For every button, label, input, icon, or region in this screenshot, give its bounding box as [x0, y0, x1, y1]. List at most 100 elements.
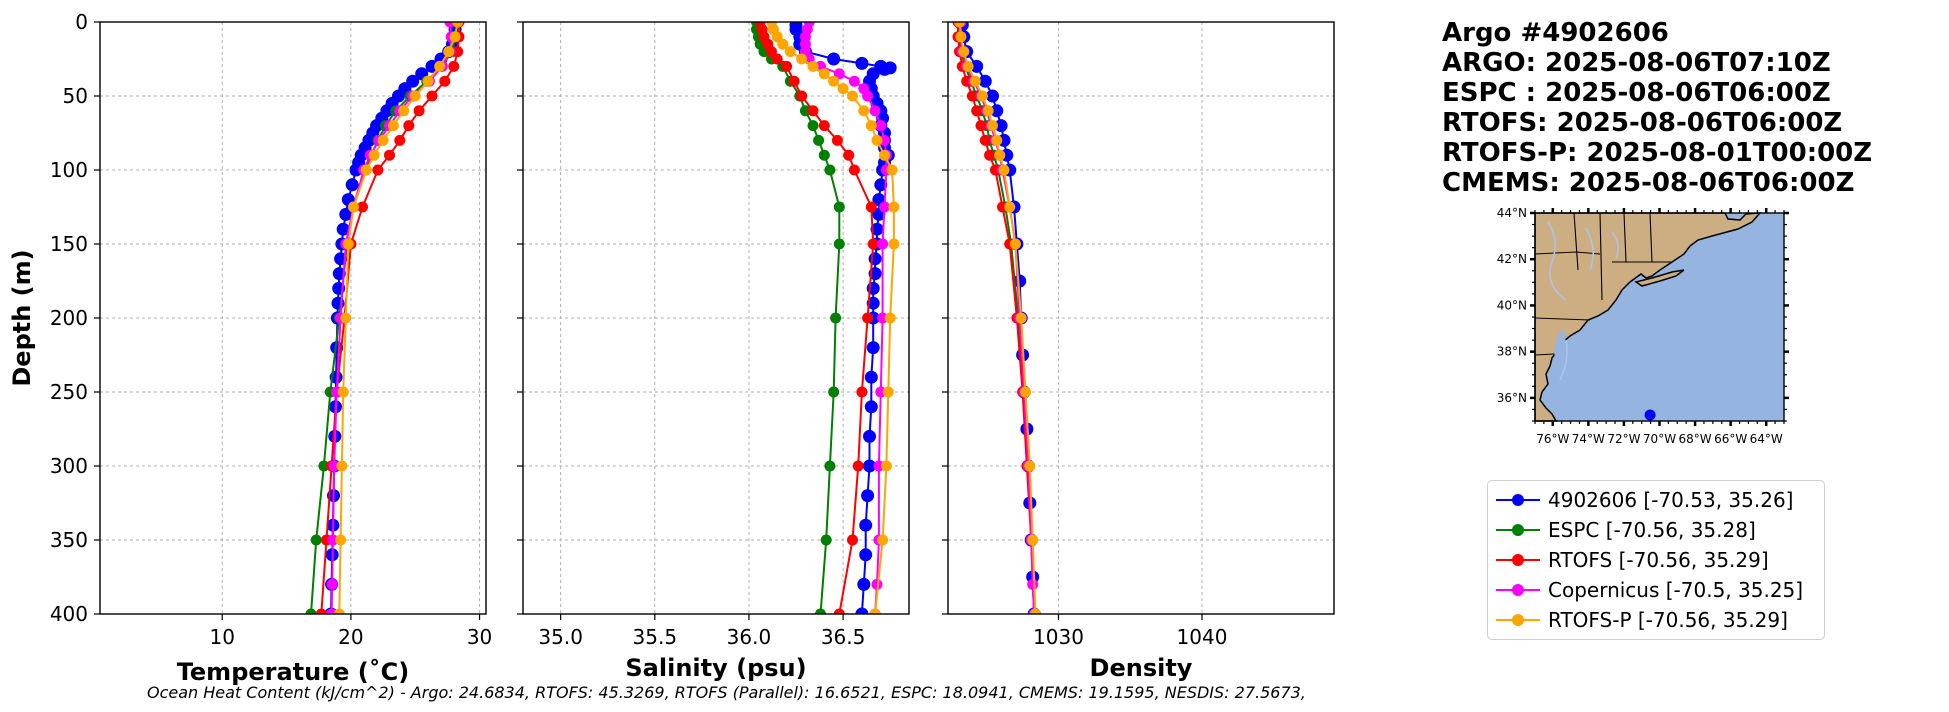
salinity-point-espc-17 [828, 386, 840, 398]
depth-ylabel: Depth (m) [8, 249, 36, 386]
salinity-series [751, 22, 900, 614]
temperature-point-rtofs-p-16 [335, 534, 347, 546]
float-location-marker [1644, 409, 1656, 421]
temperature-point-rtofs-4 [439, 75, 451, 87]
temperature-point-rtofs-p-4 [422, 75, 434, 87]
temperature-point-4902606-23 [339, 207, 353, 221]
legend: 4902606 [-70.53, 35.26] ESPC [-70.56, 35… [1487, 480, 1825, 640]
temperature-point-rtofs-8 [394, 134, 406, 146]
salinity-point-copernicus-22 [871, 578, 883, 590]
salinity-point-rtofs-9 [807, 105, 819, 117]
temperature-point-rtofs-p-1 [449, 31, 461, 43]
density-point-4902606-6 [990, 104, 1004, 118]
temperature-point-rtofs-11 [357, 201, 368, 213]
title-line-argo-time: ARGO: 2025-08-06T07:10Z [1442, 48, 1831, 78]
salinity-point-copernicus-16 [879, 201, 890, 213]
density-point-rtofs-p-7 [987, 120, 998, 132]
density-point-rtofs-p-10 [998, 164, 1010, 176]
salinity-point-rtofs-4 [766, 46, 777, 58]
depth-tick-label-2: 100 [50, 158, 88, 182]
salinity-point-rtofs-16 [862, 312, 874, 324]
legend-label-rtofs-p: RTOFS-P [-70.56, 35.29] [1548, 608, 1788, 632]
temperature-point-rtofs-p-5 [409, 90, 421, 102]
salinity-point-rtofs-p-14 [879, 149, 890, 161]
temperature-point-espc-16 [310, 534, 322, 546]
density-point-rtofs-p-15 [1024, 460, 1036, 472]
density-point-4902606-7 [994, 119, 1008, 133]
density-point-rtofs-9 [984, 149, 996, 161]
salinity-xtick-label-3: 36.5 [821, 625, 866, 649]
density-point-rtofs-p-0 [954, 22, 965, 28]
temperature-xtick-label-2: 30 [467, 625, 492, 649]
salinity-point-espc-9 [799, 105, 811, 117]
title-block: Argo #4902606 ARGO: 2025-08-06T07:10Z ES… [1442, 18, 1872, 198]
depth-tick-label-3: 150 [50, 232, 88, 256]
salinity-point-rtofs-p-18 [884, 312, 896, 324]
temperature-point-rtofs-p-0 [452, 22, 464, 28]
salinity-point-espc-11 [813, 134, 825, 146]
legend-item-rtofs-p: RTOFS-P [-70.56, 35.29] [1488, 605, 1824, 635]
salinity-point-rtofs-p-21 [877, 534, 889, 546]
map-lon-label-1: 74°W [1572, 432, 1605, 446]
density-point-rtofs-p-1 [955, 31, 967, 43]
map-lon-label-3: 70°W [1643, 432, 1676, 446]
density-ticks: 1030 1040 [942, 21, 1227, 649]
map-lon-label-6: 64°W [1750, 432, 1783, 446]
temperature-point-espc-17 [305, 608, 317, 614]
title-line-rtofs-time: RTOFS: 2025-08-06T06:00Z [1442, 108, 1843, 138]
salinity-point-espc-12 [818, 149, 830, 161]
salinity-point-rtofs-13 [848, 164, 860, 176]
salinity-point-espc-15 [833, 238, 845, 250]
temperature-point-rtofs-9 [384, 149, 395, 161]
salinity-point-rtofs-5 [771, 53, 783, 65]
salinity-point-rtofs-p-11 [858, 105, 870, 117]
density-point-rtofs-p-2 [958, 46, 970, 58]
temperature-series-rtofs-p [333, 22, 464, 614]
density-series [952, 22, 1041, 614]
salinity-series-copernicus [799, 22, 892, 614]
salinity-point-4902606-27 [870, 222, 884, 236]
temperature-point-rtofs-p-15 [336, 460, 348, 472]
depth-tick-label-5: 250 [50, 380, 88, 404]
temperature-point-copernicus-15 [328, 460, 340, 472]
temperature-point-rtofs-2 [452, 46, 464, 58]
legend-label-rtofs: RTOFS [-70.56, 35.29] [1548, 548, 1769, 572]
salinity-point-espc-19 [820, 534, 832, 546]
salinity-point-rtofs-p-6 [807, 60, 819, 72]
density-point-copernicus-17 [1027, 578, 1039, 590]
legend-label-argo: 4902606 [-70.53, 35.26] [1548, 488, 1794, 512]
salinity-point-espc-14 [833, 201, 845, 213]
temperature-point-4902606-20 [349, 163, 363, 177]
density-point-4902606-4 [978, 74, 992, 88]
title-line-cmems-time: CMEMS: 2025-08-06T06:00Z [1442, 168, 1855, 198]
salinity-point-rtofs-p-17 [888, 238, 900, 250]
density-point-4902606-3 [970, 59, 984, 73]
legend-label-espc: ESPC [-70.56, 35.28] [1548, 518, 1756, 542]
density-point-rtofs-p-13 [1015, 312, 1027, 324]
density-series-4902606 [955, 22, 1041, 614]
salinity-point-espc-13 [824, 164, 836, 176]
salinity-point-rtofs-p-10 [847, 90, 858, 102]
density-point-rtofs-p-4 [969, 75, 981, 87]
temperature-point-rtofs-p-10 [360, 164, 372, 176]
map-lat-label-4: 36°N [1497, 391, 1527, 405]
legend-item-rtofs: RTOFS [-70.56, 35.29] [1488, 545, 1824, 575]
salinity-point-rtofs-p-7 [818, 68, 830, 80]
map-lon-label-4: 68°W [1679, 432, 1712, 446]
temperature-point-rtofs-p-14 [337, 386, 349, 398]
salinity-point-rtofs-p-13 [871, 134, 883, 146]
temperature-point-4902606-21 [345, 178, 359, 192]
salinity-point-rtofs-p-4 [784, 46, 796, 58]
salinity-point-copernicus-17 [877, 238, 889, 250]
salinity-point-4902606-42 [857, 577, 871, 591]
map-lat-label-1: 42°N [1497, 252, 1527, 266]
salinity-point-rtofs-12 [843, 149, 855, 161]
salinity-point-copernicus-8 [848, 75, 860, 87]
depth-tick-label-7: 350 [50, 528, 88, 552]
map-ticks: 44°N 42°N 40°N 38°N 36°N 76°W 74°W 72°W 70°W 68°W… [1497, 206, 1789, 446]
salinity-point-rtofs-20 [833, 608, 845, 614]
legend-label-copernicus: Copernicus [-70.5, 35.25] [1548, 578, 1804, 602]
density-point-rtofs-p-16 [1027, 534, 1039, 546]
density-point-rtofs-8 [979, 134, 991, 146]
